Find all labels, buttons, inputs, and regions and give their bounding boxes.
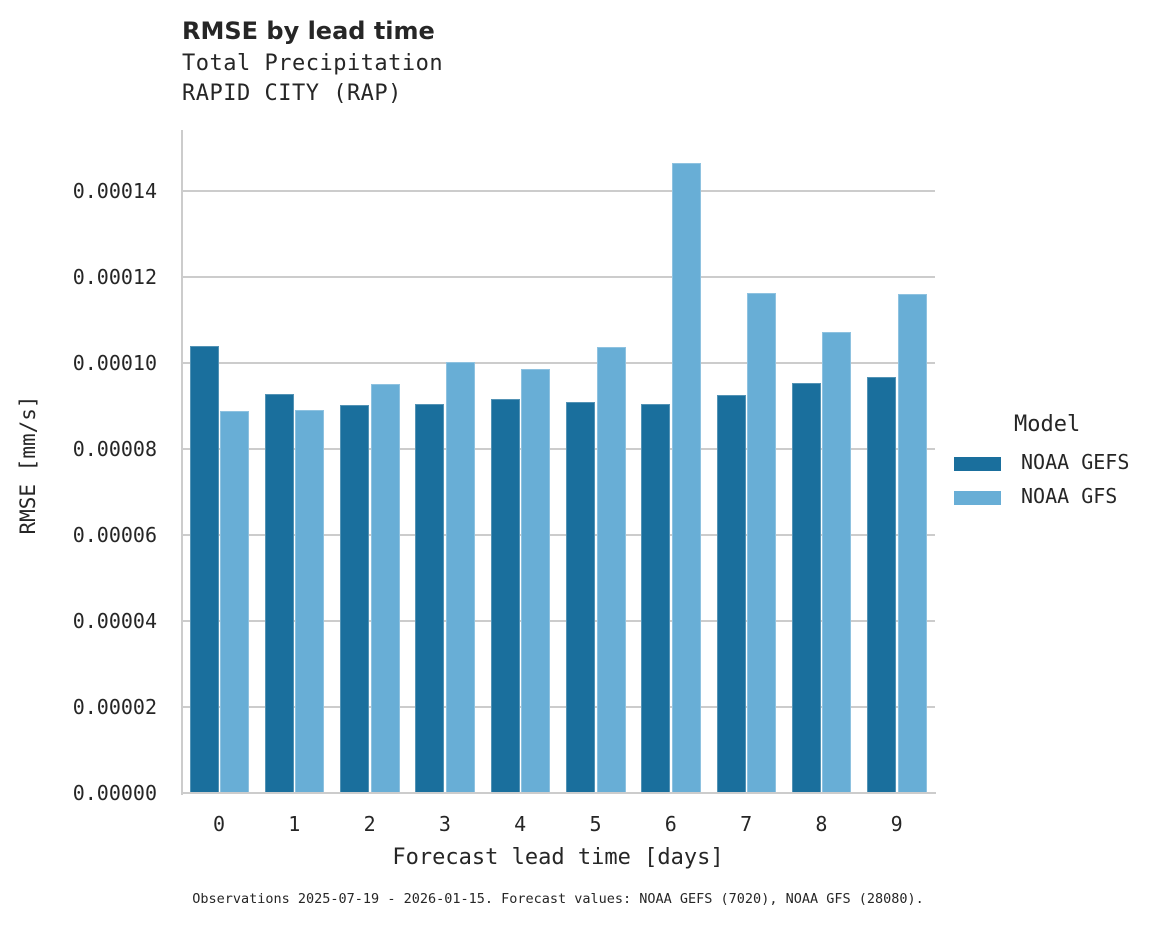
y-axis-line (181, 130, 183, 795)
bar-gfs-day-8 (822, 332, 852, 793)
x-axis-line (181, 792, 936, 794)
y-tick-label: 0.00004 (72, 609, 157, 633)
chart-subtitle-station: RAPID CITY (RAP) (182, 81, 402, 106)
y-tick-label: 0.00002 (72, 695, 157, 719)
bar-gefs-day-6 (641, 403, 671, 793)
y-tick-label: 0.00010 (72, 351, 157, 375)
bar-gfs-day-2 (370, 383, 400, 793)
x-axis-label: Forecast lead time [days] (392, 845, 724, 870)
x-tick-label: 8 (815, 812, 828, 836)
chart-subtitle-variable: Total Precipitation (182, 51, 444, 76)
x-tick-label: 0 (212, 812, 226, 836)
bar-gefs-day-4 (490, 399, 520, 793)
bar-gefs-day-3 (415, 403, 445, 793)
gridline (182, 706, 935, 708)
bar-gfs-day-6 (671, 163, 701, 793)
x-tick-label: 1 (288, 812, 301, 836)
bar-gfs-day-3 (445, 362, 475, 793)
bar-gefs-day-1 (264, 393, 294, 793)
bar-gfs-day-0 (220, 410, 249, 793)
y-tick-label: 0.00000 (72, 781, 157, 805)
gridline (182, 448, 935, 450)
y-tick-label: 0.00014 (72, 179, 157, 203)
bar-gefs-day-9 (867, 377, 897, 793)
bar-gefs-day-2 (340, 405, 370, 793)
y-axis-label: RMSE [mm/s] (16, 395, 40, 535)
gridline (182, 362, 935, 364)
gridline (182, 534, 935, 536)
y-tick-label: 0.00008 (72, 437, 157, 461)
x-tick-label: 3 (438, 812, 451, 836)
legend-swatch-gefs (954, 457, 1001, 471)
bar-gfs-day-5 (596, 346, 626, 793)
x-tick-label: 4 (514, 812, 527, 836)
x-tick-label: 7 (740, 812, 753, 836)
bar-gefs-day-7 (716, 395, 746, 793)
bar-gefs-day-5 (566, 402, 595, 793)
y-tick-label: 0.00012 (72, 265, 157, 289)
legend-title: Model (1014, 412, 1081, 437)
legend-label-gefs: NOAA GEFS (1021, 450, 1130, 474)
bar-gefs-day-0 (189, 345, 219, 793)
x-tick-label: 2 (363, 812, 376, 836)
x-tick-label: 5 (589, 812, 602, 836)
gridline (182, 190, 935, 192)
bar-gfs-day-1 (295, 409, 325, 793)
chart-footnote: Observations 2025-07-19 - 2026-01-15. Fo… (192, 891, 924, 907)
bar-gfs-day-7 (747, 293, 777, 793)
bar-gefs-day-8 (791, 383, 821, 793)
gridline (182, 276, 935, 278)
bar-gfs-day-4 (521, 369, 551, 793)
chart-title: RMSE by lead time (182, 17, 435, 45)
bar-gfs-day-9 (897, 294, 927, 793)
legend-swatch-gfs (954, 491, 1001, 505)
x-tick-label: 9 (890, 812, 903, 836)
gridline (182, 620, 935, 622)
y-tick-label: 0.00006 (72, 523, 157, 547)
x-tick-label: 6 (664, 812, 677, 836)
legend-label-gfs: NOAA GFS (1021, 484, 1118, 508)
